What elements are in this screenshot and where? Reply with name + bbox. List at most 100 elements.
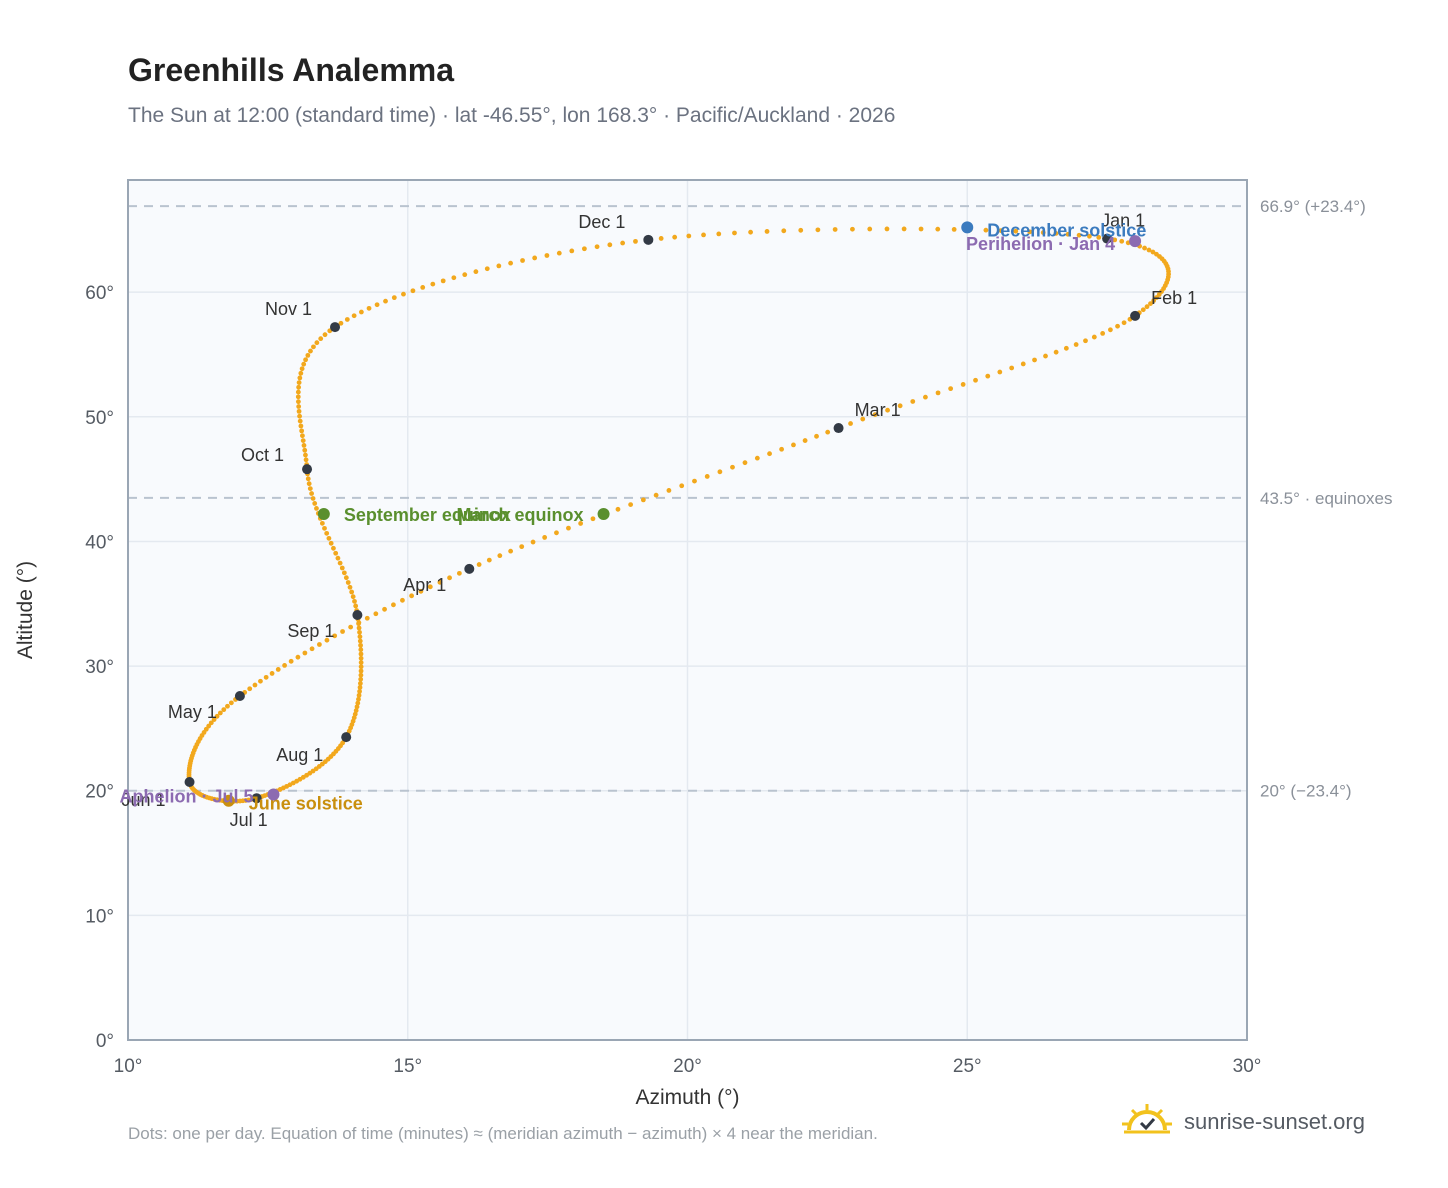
- month-marker-label: Sep 1: [287, 621, 334, 641]
- daily-dot: [263, 674, 269, 680]
- daily-dot: [337, 560, 343, 566]
- daily-dot: [356, 625, 362, 631]
- brand[interactable]: sunrise-sunset.org: [1120, 1102, 1365, 1141]
- daily-dot: [208, 720, 214, 726]
- axis-ticks: 10° 15° 20° 25° 30°0°10°20°30°40°50°60°: [85, 283, 1261, 1077]
- daily-dot: [983, 227, 989, 233]
- daily-dot: [1020, 361, 1026, 367]
- daily-dot: [1121, 320, 1127, 326]
- daily-dot: [382, 606, 387, 612]
- daily-dot: [364, 615, 370, 621]
- daily-dot: [298, 370, 304, 376]
- daily-dot: [742, 460, 748, 466]
- daily-dot: [401, 291, 406, 297]
- daily-dot: [1146, 247, 1152, 253]
- daily-dot: [590, 516, 596, 522]
- daily-dot: [508, 260, 514, 266]
- daily-dot: [282, 663, 287, 668]
- daily-dot: [897, 403, 903, 409]
- daily-dot: [825, 429, 831, 435]
- daily-dot: [791, 442, 796, 448]
- daily-dot: [556, 250, 562, 256]
- daily-dot: [296, 384, 302, 390]
- daily-dot: [357, 634, 363, 640]
- daily-dot: [440, 278, 446, 284]
- daily-dot: [730, 464, 735, 470]
- daily-dot: [542, 535, 548, 540]
- daily-dot: [850, 226, 855, 232]
- daily-dot: [554, 530, 559, 536]
- daily-dot: [418, 588, 424, 594]
- daily-dot: [716, 231, 722, 237]
- daily-dot: [358, 664, 364, 670]
- event-marker-dot: [1129, 235, 1142, 248]
- daily-dot: [1151, 298, 1157, 303]
- daily-dot: [520, 258, 525, 263]
- daily-dot: [305, 352, 311, 358]
- daily-dot: [832, 227, 838, 232]
- daily-dot: [351, 313, 357, 319]
- daily-dot: [867, 226, 873, 232]
- daily-dot: [324, 637, 330, 643]
- daily-dot: [357, 629, 362, 635]
- daily-dot: [1065, 231, 1071, 237]
- month-marker-dot: [330, 322, 341, 333]
- daily-dot: [578, 521, 584, 526]
- month-marker-dot: [643, 234, 654, 245]
- plot-frame: [127, 179, 1248, 1041]
- daily-dot: [1144, 304, 1150, 310]
- daily-dot: [310, 496, 316, 501]
- daily-dot: [297, 375, 303, 381]
- daily-dot: [948, 386, 954, 392]
- daily-dot: [1076, 232, 1082, 238]
- daily-dot: [211, 717, 217, 722]
- daily-dot: [299, 366, 305, 372]
- daily-dot: [640, 497, 646, 503]
- daily-dot: [1096, 234, 1102, 240]
- y-tick-label: 60°: [85, 283, 114, 304]
- daily-dot: [653, 492, 659, 498]
- daily-dot: [341, 570, 347, 576]
- month-marker-dot: [1130, 310, 1141, 321]
- daily-dot: [322, 332, 328, 338]
- daily-dot: [462, 272, 468, 278]
- x-axis-title: Azimuth (°): [635, 1086, 739, 1109]
- daily-dot: [672, 234, 678, 240]
- daily-dot: [356, 692, 362, 698]
- brand-name: sunrise-sunset.org: [1184, 1108, 1365, 1134]
- daily-dot: [357, 689, 362, 694]
- daily-dot: [901, 226, 907, 232]
- daily-dot: [309, 491, 315, 496]
- daily-dot: [358, 651, 364, 657]
- month-marker-dot: [833, 423, 844, 434]
- daily-dot: [910, 399, 916, 404]
- daily-dot: [296, 404, 302, 409]
- month-marker-label: Aug 1: [276, 745, 323, 765]
- daily-dot: [544, 253, 550, 258]
- daily-dot: [358, 660, 364, 665]
- daily-dot: [1112, 237, 1118, 243]
- daily-dot: [692, 478, 697, 484]
- daily-dot: [383, 298, 388, 304]
- daily-dot: [1063, 345, 1069, 351]
- daily-dot: [391, 602, 396, 608]
- daily-dot: [352, 598, 357, 604]
- y-tick-label: 30°: [85, 657, 114, 678]
- daily-dot: [1148, 301, 1153, 307]
- daily-dot: [1154, 295, 1160, 300]
- daily-dot: [581, 246, 587, 252]
- daily-dot: [354, 704, 360, 710]
- daily-dot: [247, 686, 253, 692]
- daily-dot: [358, 655, 364, 661]
- daily-dot: [297, 418, 303, 424]
- daily-dot: [225, 703, 230, 709]
- daily-dot: [228, 700, 234, 706]
- daily-dot: [437, 579, 443, 585]
- month-marker-label: May 1: [168, 702, 217, 722]
- daily-dot: [322, 525, 327, 531]
- daily-dot: [275, 667, 281, 672]
- daily-dot: [754, 455, 760, 461]
- daily-dot: [357, 685, 363, 690]
- daily-dot: [594, 244, 600, 250]
- daily-dot: [447, 575, 452, 581]
